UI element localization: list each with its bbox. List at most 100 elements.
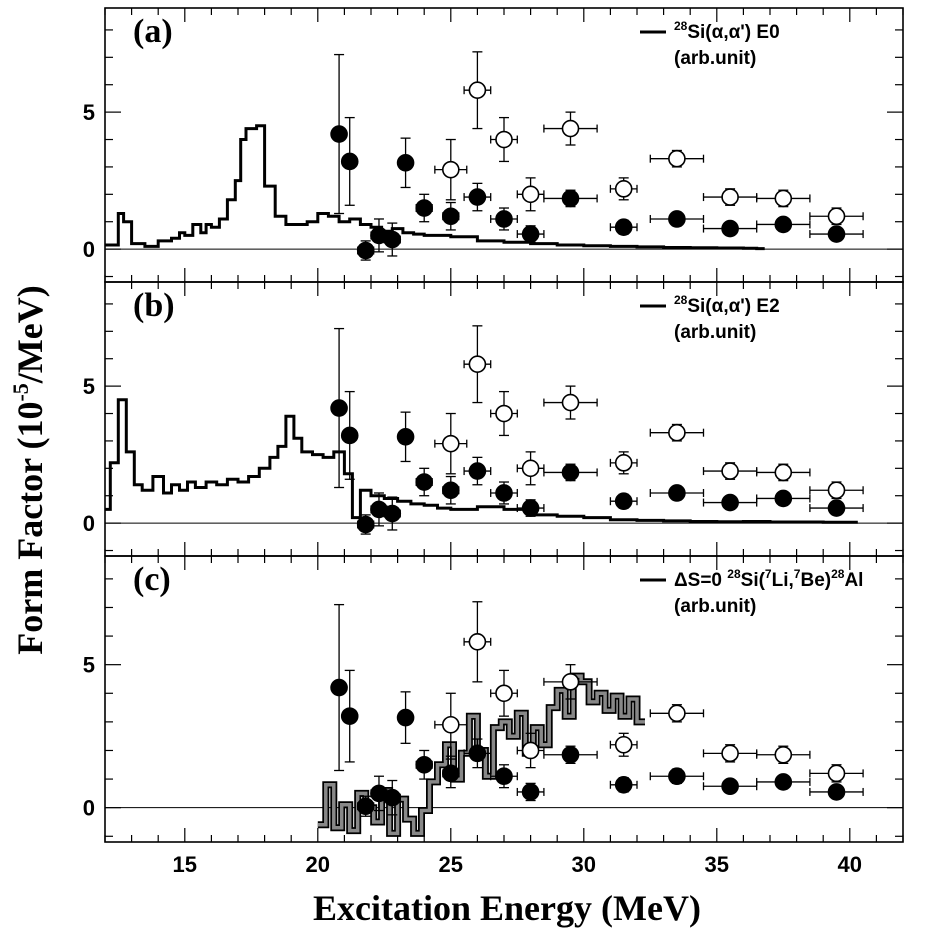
open-point bbox=[490, 390, 518, 437]
open-point bbox=[649, 423, 705, 442]
open-point bbox=[649, 704, 705, 723]
filled-point bbox=[396, 691, 415, 744]
filled-point bbox=[383, 496, 402, 531]
filled-point bbox=[383, 222, 402, 257]
legend-label: 28Si(α,α') E0 bbox=[674, 19, 780, 43]
open-point bbox=[434, 692, 468, 757]
y-tick-label: 5 bbox=[83, 100, 95, 125]
open-marker bbox=[774, 745, 793, 764]
filled-point bbox=[702, 493, 758, 512]
filled-marker bbox=[495, 484, 513, 502]
filled-point bbox=[356, 795, 375, 817]
panel-label: (c) bbox=[133, 561, 171, 598]
filled-point bbox=[415, 749, 434, 780]
open-point bbox=[609, 732, 638, 757]
filled-point bbox=[609, 218, 638, 236]
filled-marker bbox=[614, 492, 633, 511]
filled-marker bbox=[561, 463, 580, 482]
y-axis-title: Form Factor (10-5/MeV) bbox=[8, 285, 50, 655]
open-marker bbox=[668, 149, 686, 168]
filled-marker bbox=[441, 481, 460, 500]
filled-point bbox=[441, 201, 460, 231]
filled-point bbox=[702, 219, 758, 238]
filled-point bbox=[809, 225, 864, 243]
open-marker bbox=[468, 632, 487, 651]
open-marker bbox=[668, 423, 686, 442]
filled-point bbox=[441, 475, 460, 505]
filled-marker bbox=[330, 125, 348, 143]
filled-point bbox=[415, 193, 434, 223]
open-marker bbox=[721, 462, 739, 480]
open-marker bbox=[827, 481, 846, 500]
filled-point bbox=[463, 738, 492, 769]
open-point bbox=[463, 325, 492, 404]
filled-marker bbox=[521, 499, 540, 517]
open-point bbox=[543, 111, 598, 146]
filled-point bbox=[543, 463, 598, 482]
open-point bbox=[809, 207, 864, 226]
x-tick-label: 30 bbox=[572, 852, 596, 877]
open-marker bbox=[721, 744, 739, 763]
filled-marker bbox=[340, 152, 359, 171]
filled-marker bbox=[468, 744, 487, 763]
filled-point bbox=[649, 484, 705, 502]
filled-point bbox=[340, 116, 359, 206]
open-point bbox=[463, 601, 492, 683]
filled-point bbox=[609, 492, 638, 511]
filled-marker bbox=[415, 473, 434, 491]
open-marker bbox=[521, 459, 540, 478]
open-marker bbox=[441, 160, 460, 179]
filled-marker bbox=[827, 783, 846, 801]
panel-a: 0 5 (a) 28Si(α,α') E0 (arb.unit) bbox=[83, 7, 904, 283]
filled-point bbox=[396, 411, 415, 463]
filled-marker bbox=[383, 788, 402, 807]
filled-marker bbox=[356, 241, 375, 260]
filled-marker bbox=[330, 678, 348, 697]
open-point bbox=[649, 149, 705, 168]
x-tick-label: 35 bbox=[705, 852, 729, 877]
open-marker bbox=[495, 404, 513, 423]
filled-marker bbox=[521, 783, 540, 801]
filled-marker bbox=[561, 189, 580, 208]
panel-c: 0 5 15 20 25 30 35 40 (c) ΔS=0 28Si(7Li,7Be)28Al (… bbox=[83, 555, 904, 877]
open-point bbox=[756, 463, 811, 482]
open-point bbox=[609, 451, 638, 475]
filled-point bbox=[370, 492, 388, 527]
open-marker bbox=[561, 673, 580, 691]
legend-label: 28Si(α,α') E2 bbox=[674, 293, 780, 317]
x-tick-label: 20 bbox=[306, 852, 330, 877]
open-marker bbox=[561, 119, 580, 138]
curve-line bbox=[105, 398, 858, 524]
filled-point bbox=[340, 669, 359, 763]
x-tick-label: 25 bbox=[439, 852, 463, 877]
y-tick-label: 0 bbox=[83, 796, 95, 821]
filled-marker bbox=[415, 755, 434, 774]
filled-marker bbox=[614, 775, 633, 794]
open-point bbox=[490, 669, 518, 717]
filled-marker bbox=[668, 767, 686, 786]
open-marker bbox=[614, 180, 633, 198]
filled-marker bbox=[774, 773, 793, 791]
open-point bbox=[543, 664, 598, 700]
filled-marker bbox=[356, 515, 375, 534]
filled-point bbox=[516, 225, 545, 243]
open-point bbox=[516, 732, 545, 769]
open-point bbox=[434, 138, 468, 201]
open-point bbox=[609, 177, 638, 201]
open-marker bbox=[721, 188, 739, 206]
filled-marker bbox=[340, 707, 359, 725]
filled-marker bbox=[668, 210, 686, 228]
filled-marker bbox=[396, 708, 415, 727]
curve-line bbox=[105, 124, 765, 251]
filled-point bbox=[756, 215, 811, 234]
filled-point bbox=[490, 764, 518, 789]
open-marker bbox=[668, 704, 686, 723]
open-point bbox=[809, 481, 864, 500]
open-marker bbox=[495, 130, 513, 149]
filled-marker bbox=[668, 484, 686, 502]
open-marker bbox=[495, 684, 513, 703]
open-marker bbox=[521, 741, 540, 760]
filled-marker bbox=[441, 207, 460, 226]
filled-point bbox=[415, 467, 434, 497]
filled-point bbox=[330, 603, 348, 772]
